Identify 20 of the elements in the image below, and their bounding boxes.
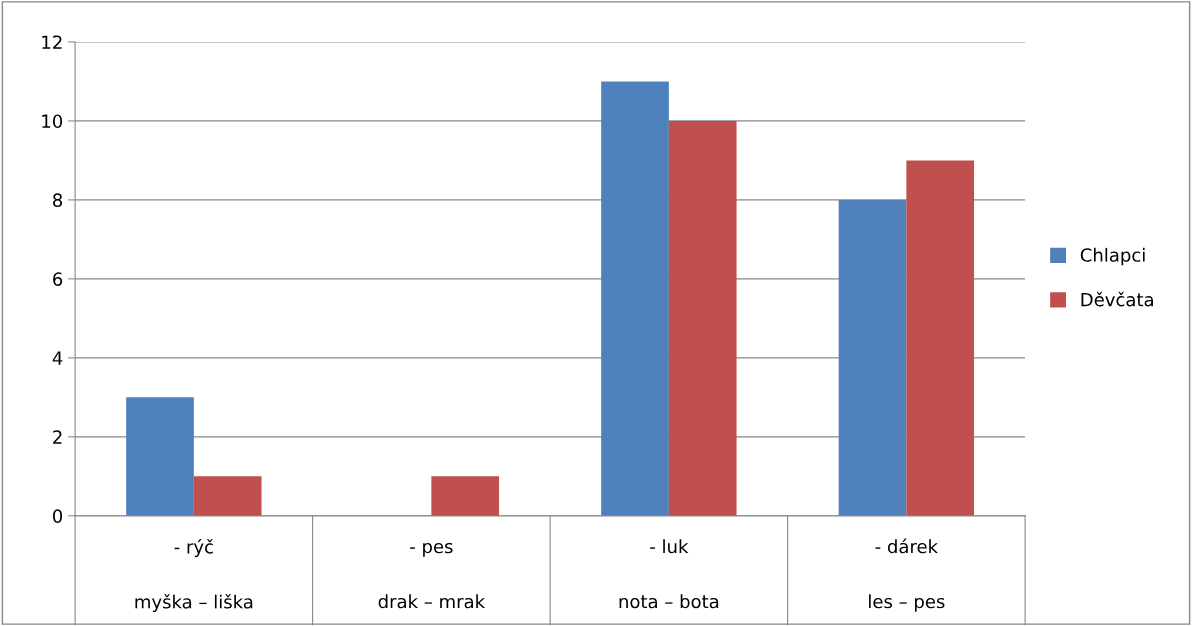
bar [431,476,500,516]
y-tick-label: 12 [42,35,62,49]
y-tick-label: 0 [52,509,63,523]
category-label: - dárek les – pes [869,538,945,612]
y-tick-label: 2 [53,430,62,444]
bar [668,120,737,516]
bar [126,397,194,516]
legend-label: Chlapci [1080,247,1145,266]
category-label: - rýč myška – liška [135,538,253,613]
y-tick-label: 6 [53,272,63,286]
category-label: - luk nota – bota [619,539,719,609]
y-tick-label: 8 [53,193,63,208]
legend-label: Děvčata [1081,291,1153,307]
y-tick-label: 4 [52,351,63,365]
bar [906,160,975,516]
bar [601,81,669,516]
y-tick-label: 10 [42,114,63,129]
bar [193,476,262,516]
bar [838,199,907,516]
category-label: - pes drak – mrak [378,542,486,609]
